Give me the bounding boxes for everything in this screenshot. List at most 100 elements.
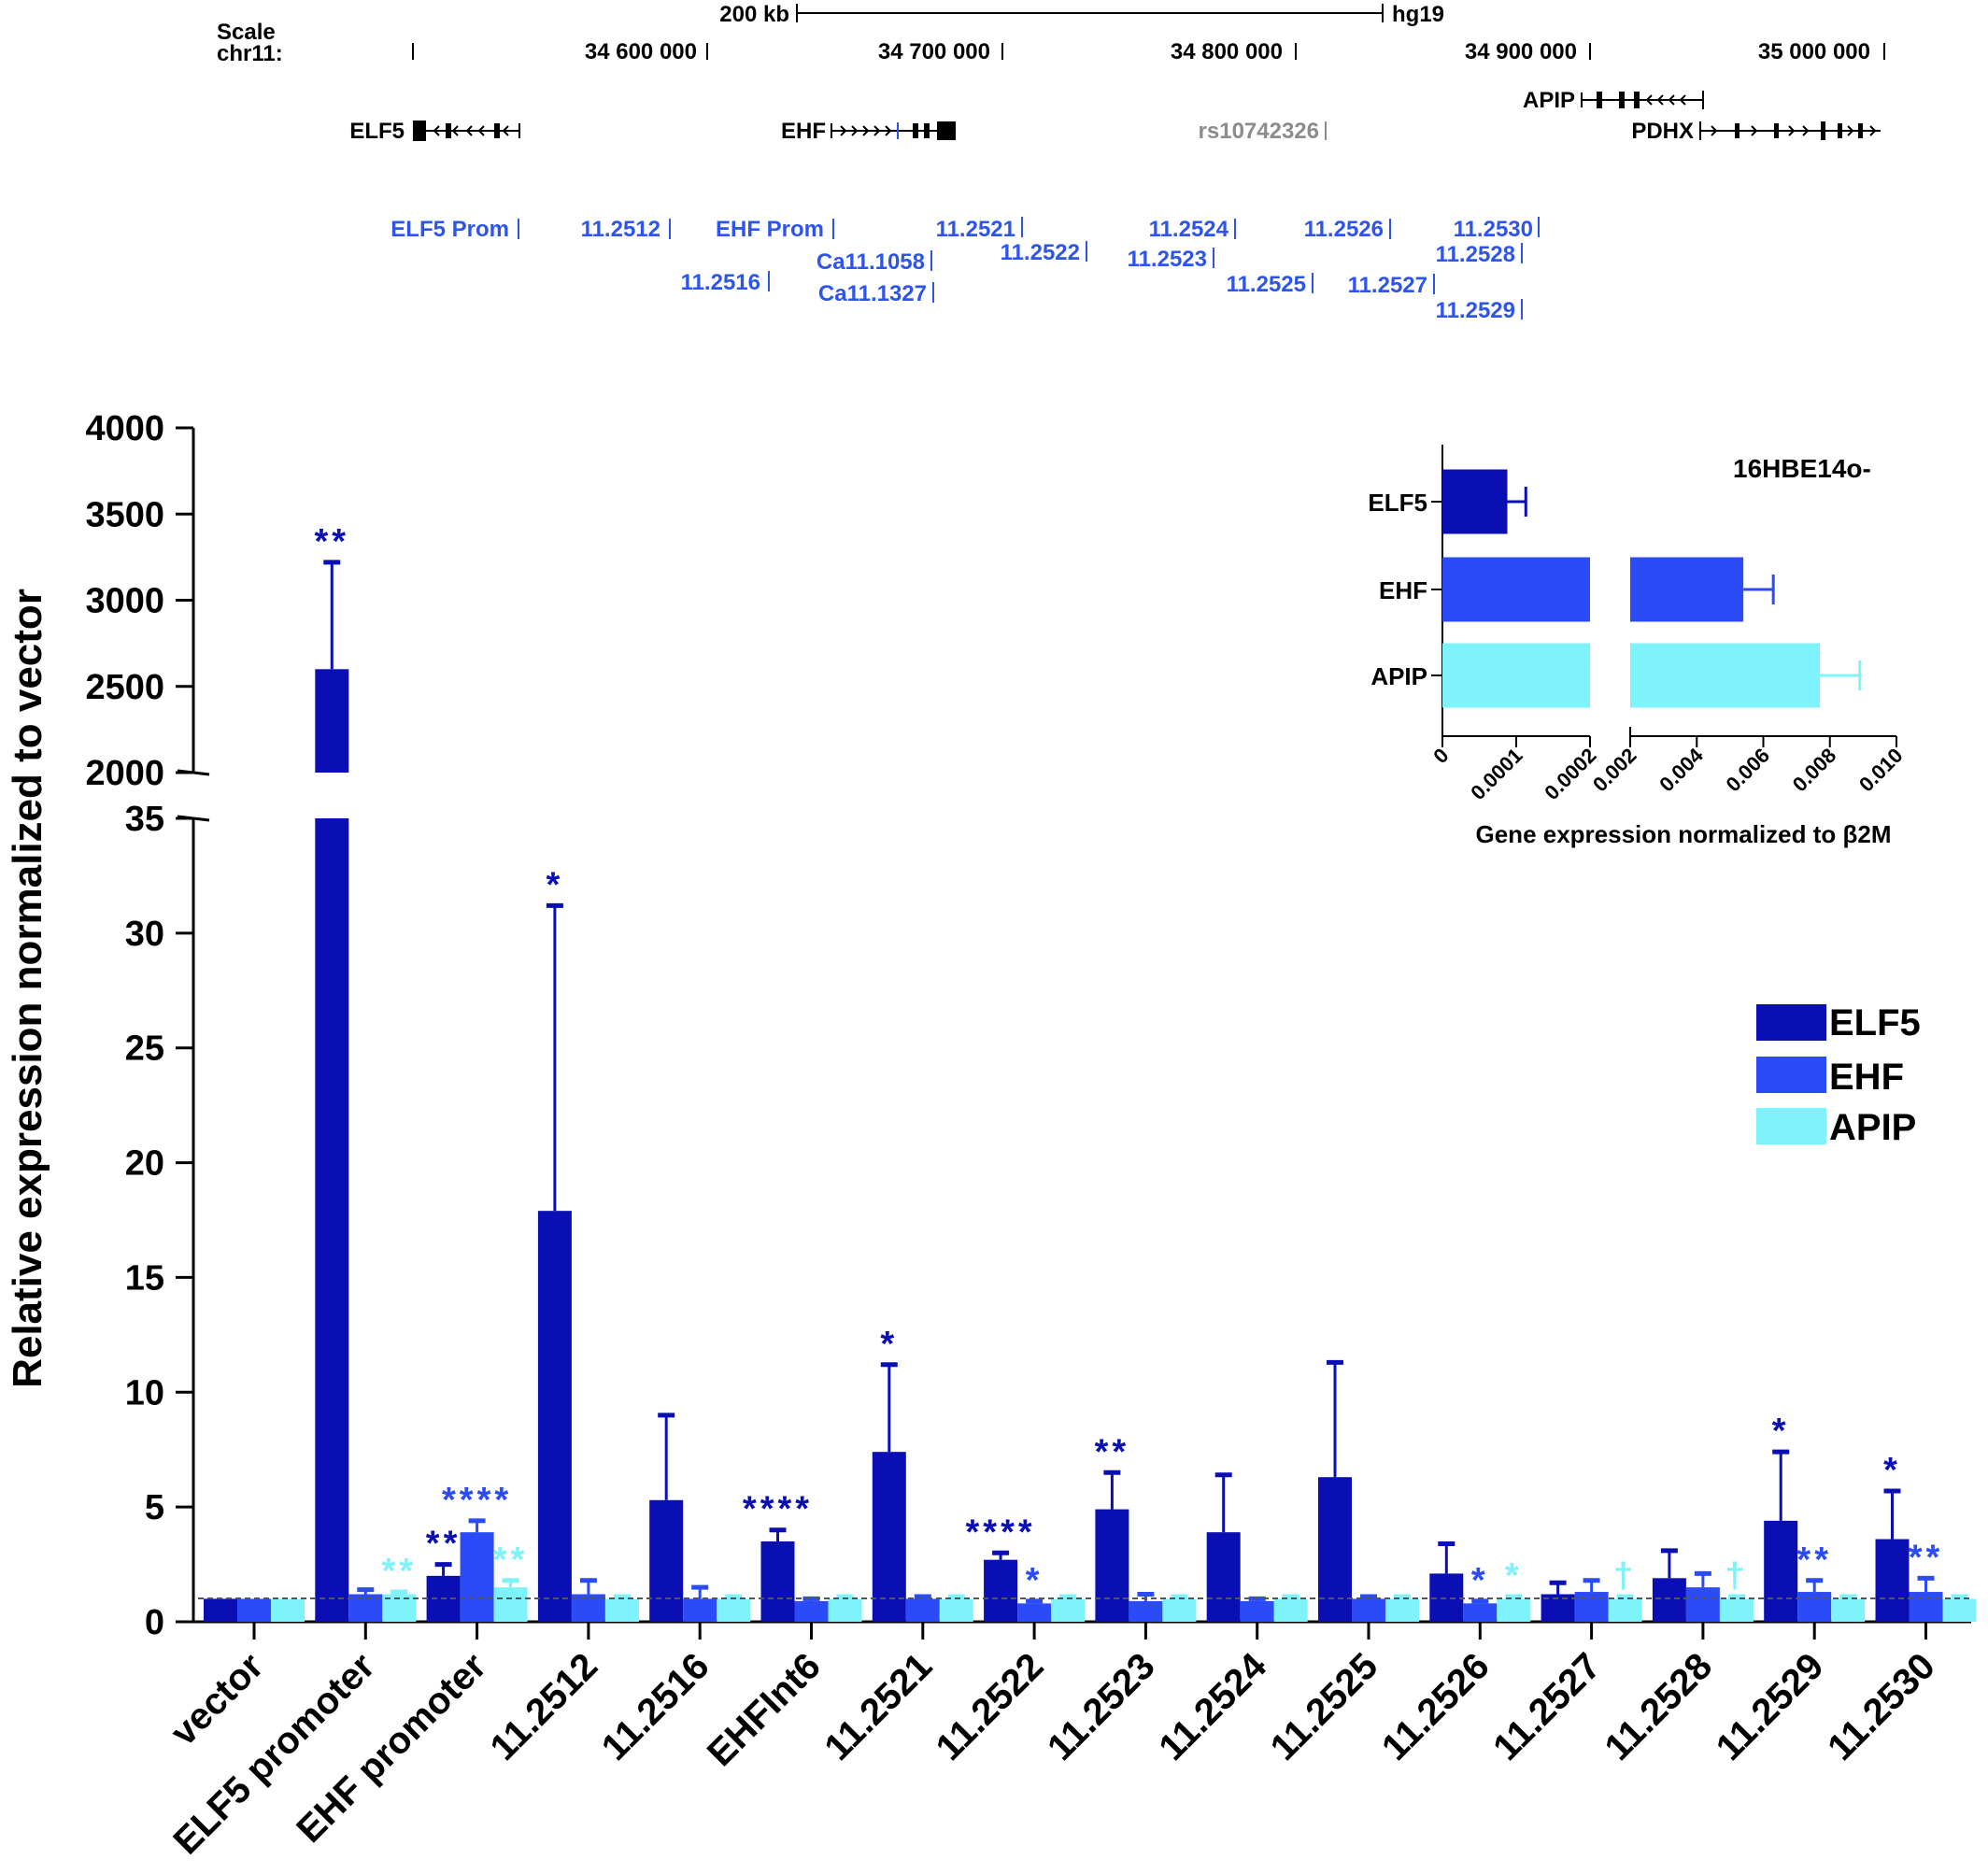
gene-model-pdhx	[1699, 121, 1881, 140]
bar-ehf	[1574, 1592, 1609, 1622]
inset-bars	[1442, 469, 1862, 708]
gene-model-ehf	[831, 121, 956, 140]
bar-ehf	[237, 1598, 271, 1622]
coordinate-label: 34 600 000	[585, 39, 697, 64]
significance-marker: **	[1095, 1432, 1130, 1471]
bar-apip	[717, 1598, 751, 1622]
x-tick-label: 11.2526	[1374, 1645, 1498, 1768]
bar-apip	[1942, 1598, 1977, 1622]
scale-bar	[796, 4, 1384, 22]
region-label: 11.2521	[936, 217, 1015, 242]
y-axis-title: Relative expression normalized to vector	[5, 589, 50, 1388]
bar-elf5	[1318, 1477, 1352, 1622]
bar-ehf	[1240, 1600, 1274, 1622]
inset-x-tick-label: 0	[1428, 744, 1453, 768]
assembly-label: hg19	[1392, 2, 1444, 27]
inset-x-tick-label: 0.008	[1788, 744, 1841, 797]
bar-ehf	[1129, 1600, 1163, 1622]
x-tick-label: 11.2527	[1485, 1645, 1609, 1768]
inset-x-tick-label: 0.0002	[1540, 744, 1600, 804]
x-tick-label: 11.2523	[1040, 1645, 1163, 1768]
scale-label: Scale	[217, 20, 276, 45]
y-tick-label: 20	[125, 1144, 164, 1184]
bar-elf5	[1652, 1578, 1686, 1622]
region-label: 11.2528	[1436, 242, 1515, 267]
bar-elf5	[1206, 1532, 1241, 1622]
inset-cat-label: APIP	[1370, 662, 1427, 690]
coordinate-label: 34 800 000	[1171, 39, 1283, 64]
x-tick-label: 11.2521	[816, 1645, 940, 1768]
bar-ehf	[460, 1532, 494, 1622]
region-label: EHF Prom	[716, 217, 824, 242]
bar-elf5	[649, 1499, 684, 1622]
significance-marker: *	[1471, 1561, 1489, 1600]
inset-x-tick-label: 0.006	[1721, 744, 1774, 797]
significance-marker: †	[1725, 1556, 1748, 1596]
scale-bar-label: 200 kb	[719, 2, 789, 27]
legend-label: ELF5	[1829, 1002, 1921, 1043]
region-label: 11.2524	[1149, 217, 1229, 242]
chr-label: chr11:	[217, 41, 283, 66]
inset-chart: 16HBE14o- ELF5 EHF APIP 0 0.0001 0.00020.002…	[1368, 445, 1908, 848]
inset-categories: ELF5 EHF APIP	[1368, 489, 1442, 690]
bar-elf5	[537, 1211, 572, 1622]
legend: ELF5 EHF APIP	[1756, 1002, 1921, 1148]
x-tick-label: ELF5 promoter	[165, 1645, 382, 1862]
bar-apip	[604, 1598, 639, 1622]
region-label: 11.2523	[1128, 247, 1207, 272]
x-tick-label: 11.2524	[1151, 1645, 1274, 1768]
significance-marker: *	[1772, 1412, 1790, 1451]
significance-marker: *	[547, 865, 564, 904]
y-tick-label: 2000	[85, 754, 164, 793]
bar-ehf	[1797, 1592, 1832, 1622]
inset-x-tick-label: 0.010	[1854, 744, 1908, 797]
significance-marker: **	[315, 522, 350, 561]
bar-apip	[1497, 1598, 1531, 1622]
y-tick-label: 10	[125, 1373, 164, 1413]
region-label: ELF5 Prom	[390, 217, 509, 242]
legend-label: EHF	[1829, 1057, 1904, 1098]
coordinate-label: 34 700 000	[878, 39, 990, 64]
x-tick-label: vector	[163, 1645, 271, 1753]
x-tick-label: 11.2512	[482, 1645, 605, 1768]
y-tick-label: 2500	[85, 668, 164, 707]
bar-apip	[1385, 1598, 1419, 1622]
significance-marker: *	[1883, 1451, 1901, 1490]
legend-swatch-ehf	[1756, 1057, 1826, 1093]
region-label: 11.2522	[1001, 240, 1080, 265]
inset-x-tick-label: 0.004	[1654, 743, 1708, 796]
genome-track: Scale chr11: 200 kb hg19 34 600 000 34 7…	[217, 2, 1885, 323]
bar-elf5	[1875, 1539, 1910, 1622]
x-tick-label: 11.2516	[594, 1645, 717, 1768]
y-ticks-upper: 2000 2500 3000 3500 4000	[85, 409, 193, 793]
bar-apip	[1608, 1598, 1642, 1622]
y-ticks-lower: 0 5 10 15 20 25 30 35	[125, 800, 193, 1642]
y-tick-label: 30	[125, 915, 164, 954]
bar-ehf	[1017, 1603, 1052, 1622]
bar-apip	[1831, 1598, 1866, 1622]
bar-ehf	[1909, 1592, 1943, 1622]
gene-label-ehf: EHF	[781, 119, 826, 144]
bar-ehf	[1685, 1587, 1720, 1622]
gene-label-elf5: ELF5	[349, 119, 405, 144]
bar-apip	[1273, 1598, 1308, 1622]
bar-apip	[1162, 1598, 1197, 1622]
bar-ehf	[683, 1598, 717, 1622]
y-tick-label: 0	[145, 1603, 164, 1642]
significance-marker: *	[1026, 1561, 1044, 1600]
region-label: 11.2512	[581, 217, 660, 242]
x-tick-label: 11.2528	[1597, 1645, 1720, 1768]
y-tick-label: 3000	[85, 582, 164, 621]
bar-ehf	[1463, 1603, 1498, 1622]
bar-ehf	[1352, 1598, 1385, 1622]
y-tick-label: 35	[125, 800, 164, 839]
inset-cat-label: ELF5	[1368, 489, 1427, 517]
bar-apip	[493, 1587, 528, 1622]
bar-ehf	[905, 1598, 940, 1622]
bar-elf5	[1095, 1509, 1129, 1622]
bar-elf5	[984, 1559, 1018, 1622]
region-label: Ca11.1327	[818, 281, 927, 306]
y-tick-label: 15	[125, 1258, 164, 1298]
